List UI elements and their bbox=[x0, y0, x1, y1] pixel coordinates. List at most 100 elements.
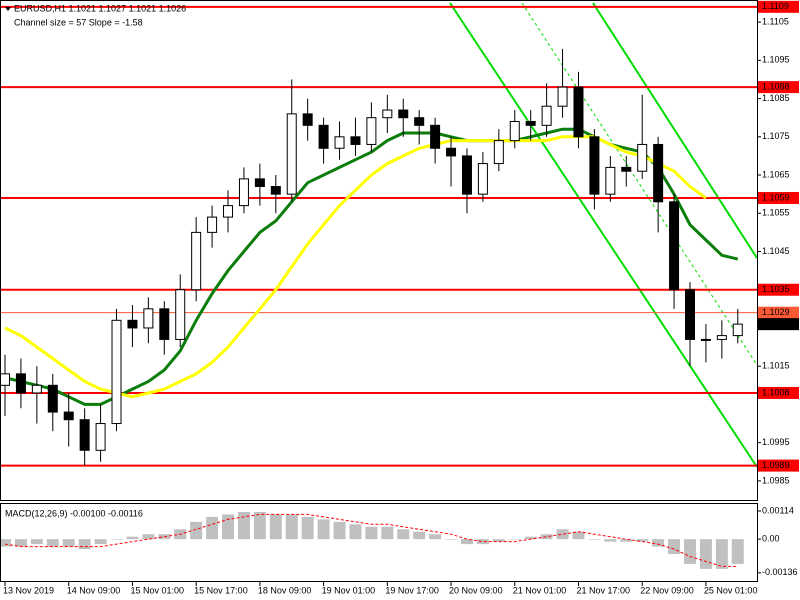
histogram-bar bbox=[445, 539, 458, 540]
macd-frame bbox=[0, 503, 758, 582]
histogram-bar bbox=[285, 514, 298, 540]
candle-body bbox=[159, 308, 170, 340]
menu-arrow bbox=[5, 7, 11, 11]
candle-body bbox=[700, 338, 711, 341]
histogram-bar bbox=[222, 514, 235, 540]
macd-title: MACD(12,26,9) -0.00100 -0.00116 bbox=[5, 508, 143, 518]
histogram-bar bbox=[110, 539, 123, 540]
histogram-bar bbox=[365, 526, 378, 540]
chart-title: EURUSD,H1 1.1021 1.1027 1.1021 1.1026 bbox=[14, 3, 186, 13]
histogram-bar bbox=[301, 516, 314, 540]
candle-body bbox=[605, 166, 616, 195]
histogram-bar bbox=[429, 534, 442, 540]
histogram-bar bbox=[317, 519, 330, 540]
level-label: 1.1008 bbox=[762, 387, 790, 397]
channel-line bbox=[592, 2, 757, 259]
histogram-bar bbox=[333, 521, 346, 540]
last-price-box bbox=[758, 318, 799, 331]
histogram-bar bbox=[572, 531, 585, 540]
candle-body bbox=[493, 140, 504, 165]
chart-subtitle: Channel size = 57 Slope = -1.58 bbox=[14, 17, 143, 27]
histogram-bar bbox=[78, 539, 91, 550]
candle-body bbox=[430, 124, 441, 149]
candle-body bbox=[509, 121, 520, 142]
x-tick-label: 19 Nov 17:00 bbox=[385, 585, 439, 595]
y-tick-label: 1.1015 bbox=[762, 361, 790, 371]
candle-body bbox=[637, 143, 648, 172]
histogram-bar bbox=[588, 539, 601, 540]
level-label: 1.1059 bbox=[762, 192, 790, 202]
y-tick-label: 1.0985 bbox=[762, 475, 790, 485]
histogram-bar bbox=[30, 539, 43, 545]
histogram-bar bbox=[652, 539, 665, 547]
x-tick-label: 15 Nov 17:00 bbox=[194, 585, 248, 595]
histogram-bar bbox=[476, 539, 489, 545]
y-tick-label: 0.00114 bbox=[762, 505, 794, 515]
y-tick-label: 1.1085 bbox=[762, 93, 790, 103]
level-label-box bbox=[758, 0, 799, 13]
histogram-bar bbox=[0, 539, 11, 547]
candle-body bbox=[398, 109, 409, 119]
candle-body bbox=[47, 384, 58, 413]
candle-body bbox=[127, 319, 138, 329]
level-label-box bbox=[758, 283, 799, 296]
histogram-bar bbox=[460, 539, 473, 545]
candle-body bbox=[31, 384, 42, 394]
histogram-bar bbox=[524, 536, 537, 540]
channel bbox=[449, 2, 757, 468]
y-tick-label: 1.1055 bbox=[762, 208, 790, 218]
candle-body bbox=[525, 121, 536, 126]
histogram-bar bbox=[94, 539, 107, 545]
y-tick-label: 1.1065 bbox=[762, 169, 790, 179]
histogram-bar bbox=[492, 539, 505, 542]
histogram-bar bbox=[620, 539, 633, 542]
x-tick-label: 21 Nov 17:00 bbox=[576, 585, 630, 595]
indicator-line bbox=[4, 135, 707, 399]
histogram-bar bbox=[142, 534, 155, 540]
candle-body bbox=[191, 231, 202, 291]
histogram-bar bbox=[269, 514, 282, 540]
main-frame bbox=[0, 0, 758, 501]
plot-layer bbox=[0, 5, 757, 569]
x-tick-label: 18 Nov 09:00 bbox=[258, 585, 312, 595]
candle-body bbox=[541, 105, 552, 126]
histogram-bar bbox=[62, 539, 75, 547]
y-tick-label: 1.1095 bbox=[762, 55, 790, 65]
candle-body bbox=[302, 113, 313, 126]
candle-body bbox=[653, 143, 664, 203]
channel-midline bbox=[521, 2, 757, 366]
histogram-bar bbox=[237, 511, 250, 540]
y-tick-label: 1.1105 bbox=[762, 16, 789, 26]
candle-body bbox=[143, 308, 154, 329]
candle-body bbox=[111, 319, 122, 425]
candle-body bbox=[63, 411, 74, 421]
x-tick-label: 20 Nov 09:00 bbox=[449, 585, 503, 595]
candle-body bbox=[573, 86, 584, 138]
price-marker-label: 1.1029 bbox=[762, 307, 790, 317]
level-label-box bbox=[758, 459, 799, 472]
histogram-bar bbox=[190, 521, 203, 540]
candle-body bbox=[254, 178, 265, 188]
histogram-bar bbox=[413, 531, 426, 540]
histogram-bar bbox=[46, 539, 59, 547]
candle-body bbox=[318, 124, 329, 149]
y-tick-label: 1.1045 bbox=[762, 246, 790, 256]
candle-body bbox=[270, 186, 281, 195]
x-tick-label: 22 Nov 09:00 bbox=[640, 585, 694, 595]
candle-body bbox=[15, 373, 26, 394]
candle-body bbox=[684, 289, 695, 340]
channel-line bbox=[449, 2, 757, 468]
candle-body bbox=[669, 201, 680, 291]
y-tick-label: 1.1075 bbox=[762, 131, 790, 141]
x-tick-label: 25 Nov 01:00 bbox=[704, 585, 758, 595]
x-tick-label: 19 Nov 01:00 bbox=[322, 585, 376, 595]
candle-body bbox=[732, 323, 743, 337]
histogram-bar bbox=[699, 539, 712, 569]
histogram-bar bbox=[683, 539, 696, 564]
candle-body bbox=[589, 136, 600, 195]
histogram-bar bbox=[731, 539, 744, 564]
candle-body bbox=[286, 113, 297, 195]
histogram-bar bbox=[604, 539, 617, 542]
level-label-box bbox=[758, 81, 799, 94]
